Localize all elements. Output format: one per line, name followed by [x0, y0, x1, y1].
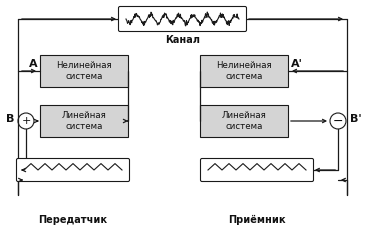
Text: Нелинейная
система: Нелинейная система [216, 61, 272, 81]
Text: Канал: Канал [165, 35, 200, 45]
FancyBboxPatch shape [119, 6, 246, 32]
Text: Приёмник: Приёмник [228, 215, 286, 225]
Text: −: − [333, 114, 343, 128]
Text: Линейная
система: Линейная система [62, 111, 106, 131]
Bar [200, 55, 288, 87]
Text: A': A' [291, 59, 303, 69]
FancyBboxPatch shape [16, 158, 130, 182]
Bar [40, 105, 128, 137]
FancyBboxPatch shape [200, 158, 314, 182]
Text: A: A [29, 59, 38, 69]
Text: Нелинейная
система: Нелинейная система [56, 61, 112, 81]
Text: Линейная
система: Линейная система [222, 111, 266, 131]
Text: B: B [5, 114, 14, 124]
Text: +: + [21, 116, 31, 126]
Text: B': B' [350, 114, 362, 124]
Text: Передатчик: Передатчик [38, 215, 108, 225]
Bar [40, 55, 128, 87]
Bar [200, 105, 288, 137]
